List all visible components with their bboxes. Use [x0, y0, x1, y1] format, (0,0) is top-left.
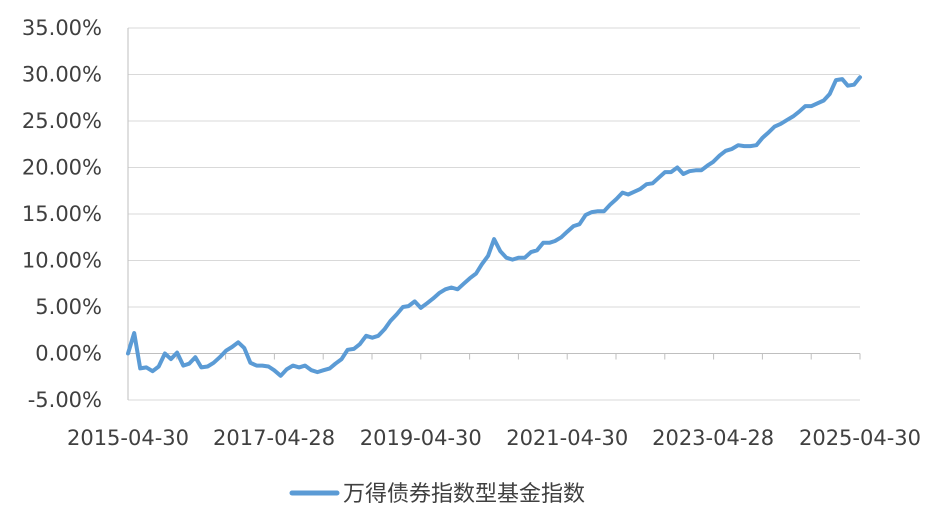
x-tick-label: 2017-04-28: [213, 426, 335, 450]
y-tick-label: 20.00%: [22, 156, 102, 180]
y-tick-label: 30.00%: [22, 63, 102, 87]
x-tick-label: 2015-04-30: [67, 426, 189, 450]
y-tick-label: 10.00%: [22, 249, 102, 273]
legend: 万得债券指数型基金指数: [289, 482, 585, 507]
x-axis-tick-labels: 2015-04-30 2017-04-28 2019-04-30 2021-04-30…: [67, 426, 921, 450]
x-tick-label: 2021-04-30: [506, 426, 628, 450]
x-tick-label: 2019-04-30: [360, 426, 482, 450]
y-tick-label: 15.00%: [22, 202, 102, 226]
y-tick-label: -5.00%: [28, 388, 102, 412]
series-line: [126, 75, 862, 378]
x-tick-label: 2025-04-30: [799, 426, 921, 450]
y-axis-tick-labels: 35.00% 30.00% 25.00% 20.00% 15.00% 10.00% 5.00…: [22, 16, 102, 412]
legend-label: 万得债券指数型基金指数: [343, 482, 585, 507]
y-tick-label: 35.00%: [22, 16, 102, 40]
y-tick-label: 0.00%: [35, 342, 102, 366]
y-tick-label: 25.00%: [22, 109, 102, 133]
x-tick-label: 2023-04-28: [652, 426, 774, 450]
series-group: [126, 75, 862, 378]
gridlines: [128, 27, 860, 401]
y-tick-label: 5.00%: [35, 295, 102, 319]
